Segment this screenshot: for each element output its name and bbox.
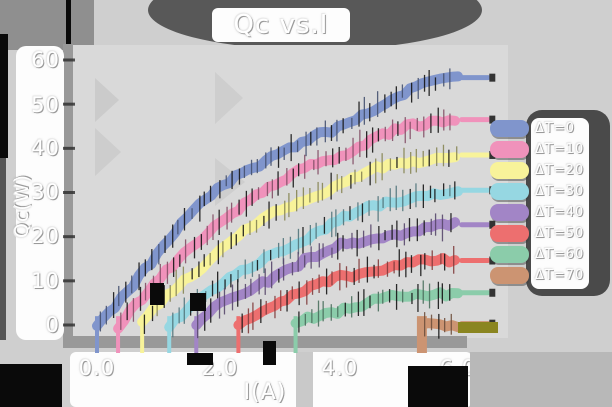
y-tick-label: 30 xyxy=(31,180,60,204)
x-tick-label: 4.0 xyxy=(321,356,359,380)
artifact-olive-bar xyxy=(458,322,498,333)
bg-artifact-triangle xyxy=(95,128,121,176)
y-tick-label: 40 xyxy=(31,136,60,160)
y-tick-label: 0 xyxy=(45,313,60,337)
legend-panel xyxy=(531,118,589,289)
legend-label: ΔT=70 xyxy=(535,268,585,283)
legend-swatch xyxy=(490,246,529,263)
legend-swatch xyxy=(490,267,529,284)
x-tick-label: 0.0 xyxy=(78,356,116,380)
bg-artifact-triangle xyxy=(215,72,243,124)
legend-label: ΔT=30 xyxy=(535,184,585,199)
y-tick-label: 20 xyxy=(31,224,60,248)
x-axis-label: I(A) xyxy=(243,380,287,405)
y-axis-band xyxy=(63,44,73,344)
legend-label: ΔT=60 xyxy=(535,247,585,262)
artifact-black-blob xyxy=(150,283,164,305)
legend-swatch xyxy=(490,120,529,137)
bottom-left-black-block xyxy=(0,364,62,407)
y-tick-label: 60 xyxy=(31,48,60,72)
chart-title: Qc vs.I xyxy=(233,10,329,40)
legend-swatch xyxy=(490,141,529,158)
artifact-black-blob xyxy=(187,353,213,365)
legend-label: ΔT=10 xyxy=(535,142,585,157)
legend-label: ΔT=20 xyxy=(535,163,585,178)
artifact-black-blob xyxy=(263,341,276,365)
legend-label: ΔT=0 xyxy=(535,121,575,136)
x-tick-panel-gap xyxy=(296,352,313,407)
bottom-right-black-block xyxy=(408,366,468,407)
y-tick-panel xyxy=(16,46,64,340)
legend-label: ΔT=40 xyxy=(535,205,585,220)
bg-artifact-triangle xyxy=(95,78,119,122)
top-left-black-line xyxy=(66,0,71,47)
bottom-right-gray-block xyxy=(470,352,612,407)
title-panel xyxy=(212,8,350,42)
left-edge-gray-strip xyxy=(0,158,6,340)
legend-swatch xyxy=(490,183,529,200)
artifact-black-blob xyxy=(190,293,206,311)
y-tick-label: 50 xyxy=(31,93,60,117)
top-left-shade xyxy=(0,0,94,50)
legend-swatch xyxy=(490,204,529,221)
left-edge-black-strip xyxy=(0,34,8,158)
legend-swatch xyxy=(490,162,529,179)
y-tick-label: 10 xyxy=(31,269,60,293)
legend-label: ΔT=50 xyxy=(535,226,585,241)
legend-swatch xyxy=(490,225,529,242)
